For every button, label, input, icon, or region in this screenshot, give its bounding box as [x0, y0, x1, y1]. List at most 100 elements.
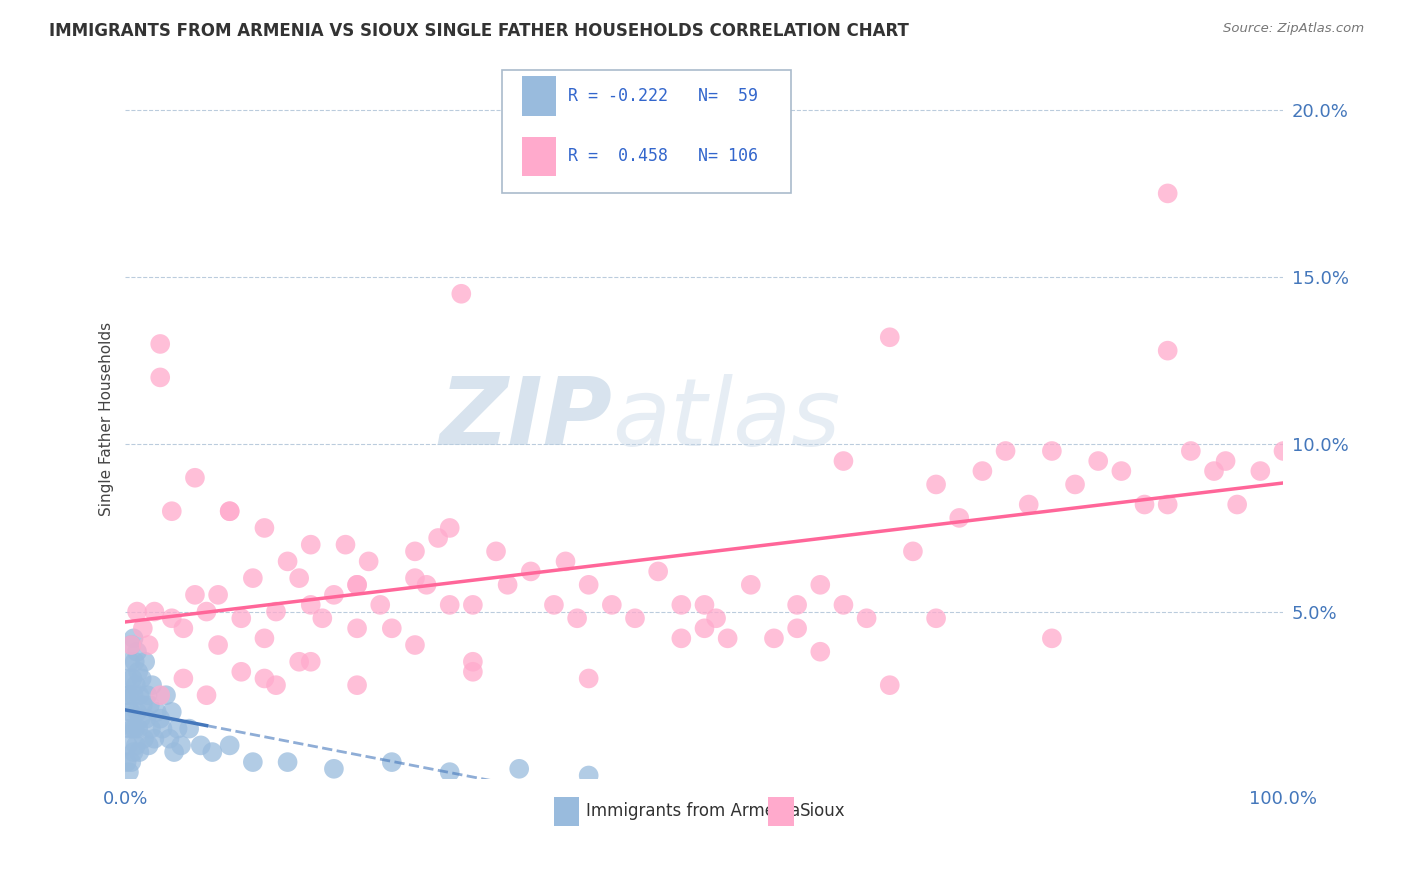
Text: Source: ZipAtlas.com: Source: ZipAtlas.com — [1223, 22, 1364, 36]
Point — [118, 765, 141, 780]
Point — [1157, 498, 1180, 512]
Point — [346, 621, 368, 635]
Point — [149, 688, 172, 702]
Point — [172, 621, 194, 635]
Point — [1226, 498, 1249, 512]
Point — [346, 578, 368, 592]
Point — [160, 504, 183, 518]
Point — [122, 745, 145, 759]
Point — [485, 544, 508, 558]
Point — [948, 511, 970, 525]
Point — [277, 755, 299, 769]
Point — [117, 672, 139, 686]
Point — [717, 632, 740, 646]
Point — [543, 598, 565, 612]
Point — [311, 611, 333, 625]
Point — [624, 611, 647, 625]
Point — [163, 745, 186, 759]
Point — [155, 688, 177, 702]
Point — [1040, 632, 1063, 646]
Point — [704, 611, 727, 625]
Point — [671, 598, 693, 612]
Point — [1087, 454, 1109, 468]
Point — [160, 705, 183, 719]
Text: IMMIGRANTS FROM ARMENIA VS SIOUX SINGLE FATHER HOUSEHOLDS CORRELATION CHART: IMMIGRANTS FROM ARMENIA VS SIOUX SINGLE … — [49, 22, 910, 40]
Point — [152, 722, 174, 736]
Point — [578, 578, 600, 592]
Bar — [522, 76, 557, 116]
Point — [253, 632, 276, 646]
Point — [122, 688, 145, 702]
Text: Sioux: Sioux — [800, 802, 845, 821]
Point — [160, 611, 183, 625]
Point — [832, 598, 855, 612]
Point — [253, 672, 276, 686]
Point — [115, 755, 138, 769]
Point — [120, 705, 142, 719]
Point — [138, 638, 160, 652]
Point — [138, 739, 160, 753]
Point — [132, 621, 155, 635]
Text: atlas: atlas — [612, 374, 841, 465]
Point — [195, 688, 218, 702]
Point — [207, 638, 229, 652]
Point — [139, 722, 162, 736]
Point — [172, 672, 194, 686]
Point — [132, 698, 155, 713]
Point — [288, 655, 311, 669]
Point — [136, 688, 159, 702]
Point — [427, 531, 450, 545]
Point — [231, 665, 253, 679]
Point — [1202, 464, 1225, 478]
Point — [1249, 464, 1271, 478]
Point — [125, 739, 148, 753]
Y-axis label: Single Father Households: Single Father Households — [100, 322, 114, 516]
Point — [346, 578, 368, 592]
Point — [972, 464, 994, 478]
Point — [121, 722, 143, 736]
Point — [322, 762, 344, 776]
Point — [118, 688, 141, 702]
Point — [218, 504, 240, 518]
Point — [149, 370, 172, 384]
Point — [129, 712, 152, 726]
Point — [808, 645, 831, 659]
Point — [404, 544, 426, 558]
Point — [141, 678, 163, 692]
Point — [578, 768, 600, 782]
Point — [357, 554, 380, 568]
Point — [299, 538, 322, 552]
Point — [218, 739, 240, 753]
Bar — [768, 797, 793, 826]
Point — [128, 745, 150, 759]
Point — [415, 578, 437, 592]
Point — [288, 571, 311, 585]
Point — [496, 578, 519, 592]
Point — [578, 672, 600, 686]
Point — [404, 571, 426, 585]
Point — [740, 578, 762, 592]
Point — [120, 755, 142, 769]
Point — [218, 504, 240, 518]
Point — [1215, 454, 1237, 468]
Point — [1157, 186, 1180, 201]
Point — [139, 698, 162, 713]
Point — [1064, 477, 1087, 491]
Point — [461, 665, 484, 679]
Point — [1272, 444, 1295, 458]
Point — [149, 712, 172, 726]
Point — [322, 588, 344, 602]
Text: R =  0.458   N= 106: R = 0.458 N= 106 — [568, 147, 758, 165]
Point — [1180, 444, 1202, 458]
Point — [277, 554, 299, 568]
Point — [121, 672, 143, 686]
Text: Immigrants from Armenia: Immigrants from Armenia — [586, 802, 800, 821]
Point — [693, 621, 716, 635]
Point — [346, 678, 368, 692]
Point — [170, 739, 193, 753]
Point — [207, 588, 229, 602]
Point — [808, 578, 831, 592]
Point — [124, 722, 146, 736]
Point — [118, 722, 141, 736]
Point — [1040, 444, 1063, 458]
